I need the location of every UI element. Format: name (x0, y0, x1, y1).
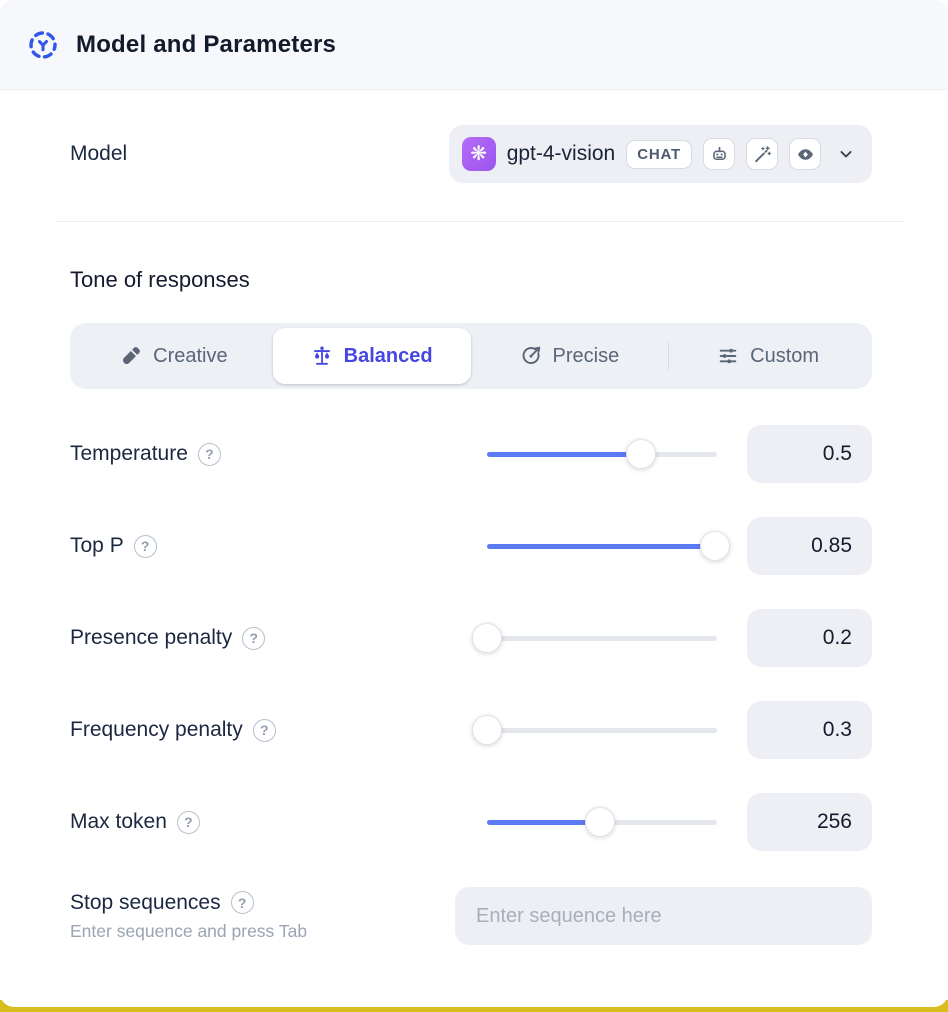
max-token-slider[interactable] (487, 807, 717, 837)
top-p-label: Top P (70, 534, 124, 557)
help-icon[interactable]: ? (230, 891, 254, 914)
tab-label: Custom (750, 344, 820, 367)
presence-penalty-value[interactable]: 0.2 (747, 609, 872, 667)
stop-sequence-input[interactable] (455, 887, 872, 945)
frequency-penalty-label: Frequency penalty (70, 718, 243, 741)
top-p-value[interactable]: 0.85 (747, 517, 872, 575)
frequency-penalty-slider[interactable] (472, 715, 717, 745)
slider-fill (487, 807, 615, 837)
model-select-dropdown[interactable]: ❋ gpt-4-vision CHAT (448, 125, 872, 183)
slider-thumb[interactable] (626, 439, 657, 469)
panel-title: Model and Parameters (76, 30, 337, 58)
sliders-icon (719, 348, 737, 364)
stop-sequences-label: Stop sequences (70, 890, 221, 914)
temperature-slider[interactable] (487, 439, 717, 469)
top-p-row: Top P ? 0.85 (0, 517, 948, 575)
tone-heading: Tone of responses (70, 267, 250, 292)
temperature-value[interactable]: 0.5 (747, 425, 872, 483)
model-hub-icon (29, 30, 57, 59)
frequency-penalty-row: Frequency penalty ? 0.3 (0, 701, 948, 759)
selected-model-name: gpt-4-vision (506, 142, 616, 165)
slider-track (487, 439, 717, 469)
model-row: Model ❋ gpt-4-vision CHAT (70, 125, 872, 183)
frequency-penalty-value[interactable]: 0.3 (747, 701, 872, 759)
presence-penalty-slider[interactable] (472, 623, 717, 653)
temperature-row: Temperature ? 0.5 (0, 425, 948, 483)
slider-track (472, 715, 717, 745)
presence-penalty-label: Presence penalty (70, 626, 233, 649)
vision-eye-icon (789, 138, 821, 170)
slider-track (472, 623, 717, 653)
slider-fill (487, 531, 730, 561)
slider-thumb[interactable] (472, 623, 502, 653)
max-token-label: Max token (70, 810, 167, 833)
max-token-value[interactable]: 256 (747, 793, 872, 851)
magic-wand-icon (746, 138, 778, 170)
slider-thumb[interactable] (584, 807, 615, 837)
tab-label: Precise (552, 344, 620, 367)
slider-track (487, 531, 730, 561)
tab-custom[interactable]: Custom (669, 328, 867, 384)
tab-separator (668, 342, 670, 370)
openai-logo: ❋ (461, 137, 496, 171)
chevron-down-icon (836, 144, 856, 164)
help-icon[interactable]: ? (242, 626, 266, 650)
tab-label: Balanced (343, 344, 433, 367)
stop-sequences-row: Stop sequences ? Enter sequence and pres… (0, 887, 948, 945)
balance-scale-icon (313, 346, 330, 365)
top-p-slider[interactable] (487, 531, 730, 561)
paintbrush-icon (123, 347, 141, 364)
section-divider (56, 221, 904, 222)
tab-label: Creative (153, 344, 228, 367)
tab-balanced[interactable]: Balanced (272, 328, 471, 384)
help-icon[interactable]: ? (252, 718, 276, 742)
tone-tab-bar: Creative Balanced Precise (70, 323, 872, 389)
tab-creative[interactable]: Creative (75, 328, 273, 384)
model-type-badge: CHAT (626, 139, 692, 169)
slider-track (487, 807, 717, 837)
model-label: Model (70, 142, 128, 165)
max-token-row: Max token ? 256 (0, 793, 948, 851)
slider-fill (487, 439, 657, 469)
presence-penalty-row: Presence penalty ? 0.2 (0, 609, 948, 667)
help-icon[interactable]: ? (197, 442, 221, 466)
robot-icon (703, 138, 735, 170)
slider-thumb[interactable] (472, 715, 502, 745)
tab-precise[interactable]: Precise (471, 328, 669, 384)
panel-header: Model and Parameters (0, 0, 948, 90)
help-icon[interactable]: ? (176, 810, 200, 834)
temperature-label: Temperature (70, 442, 188, 465)
help-icon[interactable]: ? (133, 534, 157, 558)
stop-sequences-hint: Enter sequence and press Tab (70, 920, 308, 941)
slider-thumb[interactable] (699, 531, 730, 561)
target-arrow-icon (522, 346, 540, 364)
